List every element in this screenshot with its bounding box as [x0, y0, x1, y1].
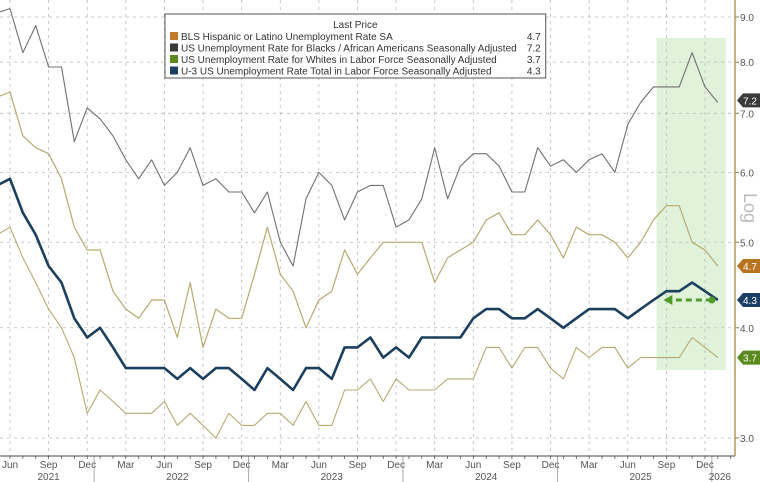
tag-value: 3.7	[743, 354, 757, 365]
arrow-tail-dot	[708, 296, 716, 304]
last-value-tag: 7.2	[737, 93, 760, 108]
last-value-tag: 4.7	[737, 258, 760, 273]
legend-swatch	[170, 32, 178, 40]
x-tick-label: Mar	[581, 460, 599, 471]
x-tick-label: Sep	[40, 460, 58, 471]
x-tick-label: Jun	[311, 460, 327, 471]
x-tick-label: Dec	[387, 460, 405, 471]
annotation-arrow	[663, 295, 716, 306]
last-value-tags: 4.7 7.2 3.7 4.3	[737, 93, 760, 365]
y-tick-label: 9.0	[740, 13, 754, 24]
x-year-label: 2021	[37, 472, 60, 482]
series-lines	[0, 8, 719, 439]
legend-swatch	[170, 55, 178, 63]
highlight-region	[656, 38, 726, 370]
last-value-tag: 4.3	[737, 293, 760, 308]
x-tick-label: Jun	[156, 460, 172, 471]
legend-swatch	[170, 66, 178, 75]
x-year-label: 2023	[321, 472, 344, 482]
x-tick-label: Jun	[2, 460, 18, 471]
x-tick-label: Mar	[426, 460, 444, 471]
y-tick-label: 7.0	[740, 109, 754, 120]
tag-shape	[737, 258, 760, 273]
x-year-label: 2026	[709, 472, 732, 482]
y-tick-label: 5.0	[740, 238, 754, 249]
x-tick-label: Dec	[696, 460, 714, 471]
x-tick-label: Jun	[465, 460, 481, 471]
x-tick-label: Dec	[542, 460, 560, 471]
tag-value: 4.3	[743, 296, 757, 307]
series-line-3	[0, 226, 719, 439]
last-value-tag: 3.7	[737, 350, 760, 365]
legend-entry-value: 3.7	[527, 55, 541, 66]
series-line-1	[0, 91, 719, 348]
legend-entry-label: US Unemployment Rate for Whites in Labor…	[181, 55, 497, 66]
y-tick-label: 3.0	[740, 434, 754, 445]
x-tick-label: Mar	[117, 460, 135, 471]
legend-box	[164, 13, 547, 79]
x-year-label: 2024	[475, 472, 498, 482]
legend-entry-value: 4.7	[527, 32, 541, 43]
x-year-label: 2022	[166, 472, 189, 482]
tag-shape	[737, 350, 760, 365]
x-tick-label: Jun	[620, 460, 636, 471]
x-tick-label: Sep	[194, 460, 212, 471]
legend-swatch	[170, 43, 178, 52]
legend-entry-label: BLS Hispanic or Latino Unemployment Rate…	[181, 32, 393, 43]
legend-entry-label: U-3 US Unemployment Rate Total in Labor …	[181, 67, 492, 78]
x-tick-label: Dec	[78, 460, 96, 471]
y-tick-label: 4.0	[740, 324, 754, 335]
x-tick-label: Dec	[233, 460, 251, 471]
y-tick-label: 8.0	[740, 58, 754, 69]
legend-entry-value: 4.3	[527, 67, 541, 78]
tag-value: 4.7	[743, 262, 757, 273]
x-tick-label: Sep	[657, 460, 675, 471]
legend-entry-value: 7.2	[527, 44, 541, 55]
x-tick-label: Sep	[349, 460, 367, 471]
series-line-4	[0, 177, 719, 392]
x-tick-label: Sep	[503, 460, 521, 471]
arrow-head	[663, 295, 673, 306]
legend-title: Last Price	[333, 20, 378, 31]
highlight-region-rect	[656, 38, 726, 370]
legend-entry-label: US Unemployment Rate for Blacks / Africa…	[181, 44, 517, 55]
y-tick-label: 6.0	[740, 168, 754, 179]
tag-shape	[737, 93, 760, 108]
tag-shape	[737, 293, 760, 308]
series-line-2	[0, 8, 719, 267]
y-axis-scale-label: Log	[740, 193, 760, 223]
x-year-label: 2025	[630, 472, 653, 482]
legend: Last Price BLS Hispanic or Latino Unempl…	[164, 13, 547, 79]
x-tick-label: Mar	[272, 460, 290, 471]
tag-value: 7.2	[743, 96, 757, 107]
